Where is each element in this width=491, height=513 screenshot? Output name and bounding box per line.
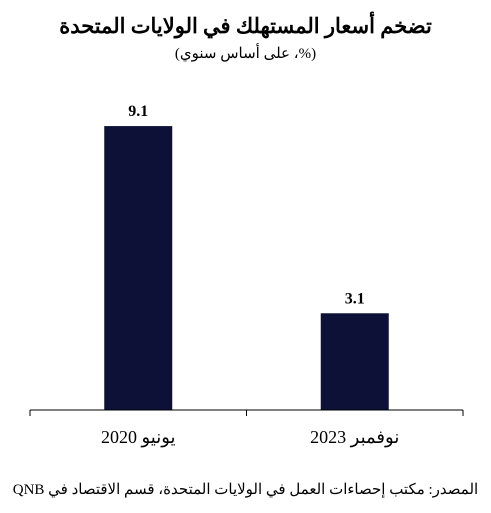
bars-layer: [104, 126, 389, 410]
bar-1: [320, 313, 389, 410]
chart-title: تضخم أسعار المستهلك في الولايات المتحدة: [59, 14, 432, 38]
bar-value-label-1: 3.1: [345, 290, 365, 307]
bar-value-label-0: 9.1: [128, 103, 148, 120]
category-label-1: نوفمبر 2023: [310, 427, 399, 448]
bar-0: [104, 126, 173, 410]
chart-source-note: المصدر: مكتب إحصاءات العمل في الولايات ا…: [12, 482, 479, 498]
labels-layer: 9.1 يونيو 2020 3.1 نوفمبر 2023: [101, 103, 399, 448]
category-label-0: يونيو 2020: [101, 427, 176, 448]
x-axis: [29, 409, 464, 416]
chart-subtitle: (%، على أساس سنوي): [174, 46, 317, 62]
